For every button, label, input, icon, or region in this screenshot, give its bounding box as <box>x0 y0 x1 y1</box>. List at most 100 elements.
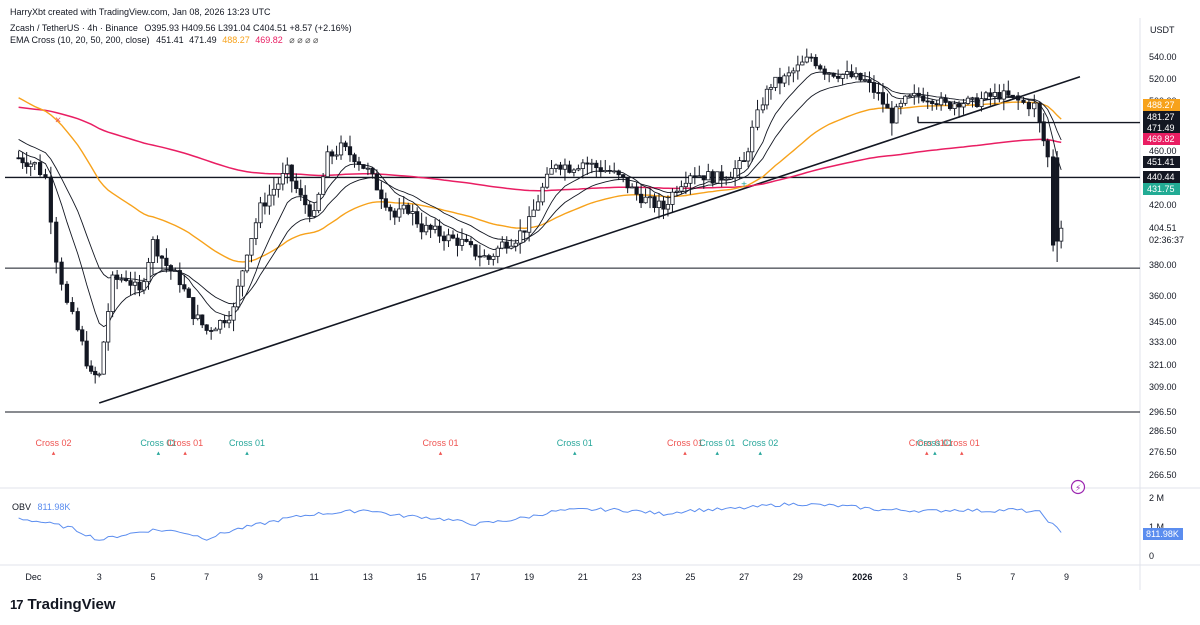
candle-body <box>132 281 138 286</box>
candle-body <box>32 162 37 165</box>
alert-icon[interactable] <box>1070 479 1086 495</box>
candle-body <box>791 70 796 74</box>
candle-body <box>258 202 263 224</box>
candle-body <box>956 103 962 108</box>
candle-body <box>155 239 160 257</box>
candle-body <box>446 234 451 242</box>
candle-body <box>28 163 33 167</box>
cross-label: Cross 02 <box>742 438 778 448</box>
price-tag-431-75[interactable] <box>1143 183 1180 195</box>
candle-body <box>54 221 59 263</box>
candle-body <box>262 202 268 207</box>
candle-body <box>307 204 312 217</box>
candle-body <box>97 373 102 376</box>
price-tick-label: 266.50 <box>1149 470 1177 480</box>
ema-label[interactable]: EMA Cross (10, 20, 50, 200, close) <box>10 35 150 45</box>
cross-label: Cross 01 <box>167 438 203 448</box>
candle-body <box>253 222 259 239</box>
currency-label: USDT <box>1150 25 1175 35</box>
price-tag-471-49[interactable] <box>1143 122 1180 134</box>
cross-label: Cross 02 <box>36 438 72 448</box>
price-tag-451-41[interactable] <box>1143 156 1180 168</box>
candle-body <box>607 170 612 172</box>
candle-body <box>638 193 644 204</box>
tradingview-logo[interactable]: 17 TradingView <box>10 596 116 613</box>
candle-body <box>20 157 25 164</box>
price-tag-label: 451.41 <box>1147 157 1175 167</box>
cross-tick: ▴ <box>183 450 187 457</box>
symbol-title[interactable]: Zcash / TetherUS · 4h · Binance <box>10 23 138 33</box>
ema20-line[interactable] <box>18 81 1062 305</box>
candle-body <box>164 257 169 266</box>
candle-body <box>594 162 599 169</box>
candle-body <box>173 270 178 272</box>
price-tag-481-27[interactable] <box>1143 111 1180 123</box>
price-tick-label: 333.00 <box>1149 337 1177 347</box>
candle-body <box>218 320 223 330</box>
candle-body <box>222 320 227 324</box>
candle-body <box>885 103 890 109</box>
price-tag-488-27[interactable] <box>1143 99 1180 111</box>
candle-body <box>760 104 765 111</box>
candle-body <box>621 174 626 178</box>
price-tag-label: 488.27 <box>1147 100 1175 110</box>
ema50-value: 488.27 <box>222 35 250 45</box>
obv-series <box>18 502 1062 541</box>
ema50-line[interactable] <box>18 97 1062 263</box>
candle-body <box>567 164 572 173</box>
ema200-line[interactable] <box>18 106 1062 192</box>
obv-value: 811.98K <box>37 502 71 512</box>
candle-body <box>683 182 688 188</box>
candle-body <box>768 87 774 90</box>
time-tick-label: 7 <box>204 572 209 582</box>
candle-body <box>150 239 156 263</box>
candle-body <box>338 142 344 156</box>
candle-body <box>59 261 64 285</box>
horizontal-lines <box>5 116 1140 413</box>
obv-line[interactable] <box>18 502 1062 541</box>
cross-label: Cross 01 <box>944 438 980 448</box>
candle-body <box>352 154 357 163</box>
candle-body <box>75 311 80 331</box>
candle-body <box>925 100 930 103</box>
candle-body <box>535 201 541 211</box>
candle-body <box>1037 102 1042 123</box>
candle-body <box>894 106 899 124</box>
candle-body <box>1050 156 1056 246</box>
candle-body <box>48 176 53 223</box>
cross-tick: ▴ <box>715 450 719 457</box>
time-tick-label: Dec <box>25 572 42 582</box>
candle-body <box>459 238 465 246</box>
cross-label: Cross 01 <box>909 438 945 448</box>
candle-body <box>213 328 218 332</box>
price-tag-469-82[interactable] <box>1143 133 1180 145</box>
candle-body <box>612 170 617 173</box>
ema10-line[interactable] <box>18 71 1062 328</box>
candle-body <box>907 95 912 98</box>
candle-body <box>406 204 411 214</box>
candle-body <box>822 68 827 75</box>
candle-body <box>625 177 630 189</box>
candle-body <box>992 92 997 97</box>
candle-body <box>755 109 760 128</box>
candle-body <box>974 97 980 107</box>
obv-value-tag[interactable] <box>1143 528 1183 540</box>
candle-body <box>101 341 106 375</box>
price-tag-label: 431.75 <box>1147 184 1175 194</box>
price-tag-440-44[interactable] <box>1143 171 1180 183</box>
candle-body <box>1006 90 1011 96</box>
candle-body <box>737 160 742 170</box>
candle-body <box>930 100 935 104</box>
time-tick-label: 9 <box>1064 572 1069 582</box>
obv-label[interactable]: OBV <box>12 502 32 512</box>
trendline[interactable] <box>98 76 1081 404</box>
candle-body <box>374 173 379 191</box>
candle-body <box>647 196 653 199</box>
current-price-label: 404.51 <box>1149 223 1177 233</box>
candle-body <box>361 164 366 169</box>
candle-body <box>733 168 738 179</box>
candle-body <box>312 210 317 217</box>
candle-body <box>468 241 474 246</box>
ema-visibility-icons[interactable]: ⌀ ⌀ ⌀ ⌀ <box>289 35 319 45</box>
